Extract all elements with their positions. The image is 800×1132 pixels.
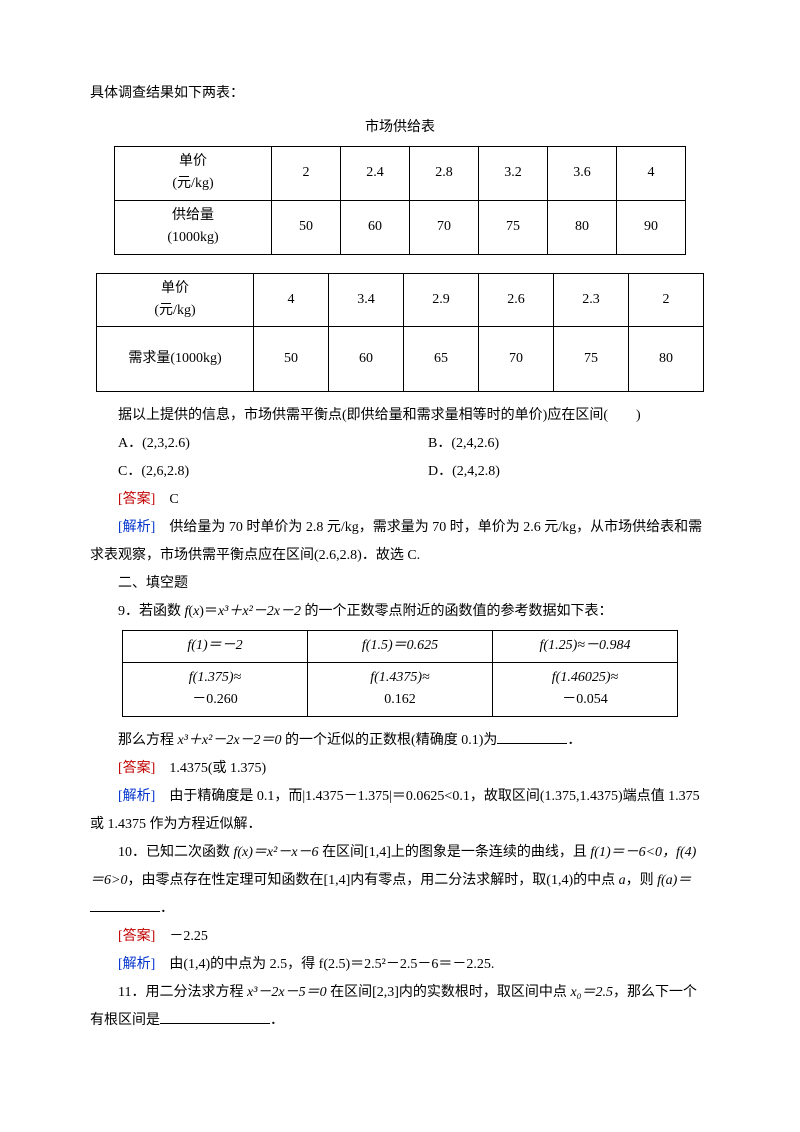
demand-qty-1: 60 [329,327,404,392]
intro-text: 具体调查结果如下两表： [90,80,710,108]
choice-c: C．(2,6,2.8) [90,458,428,486]
demand-qty-2: 65 [404,327,479,392]
demand-price-0: 4 [254,273,329,327]
q11-stem: 11．用二分法求方程 x³－2x－5＝0 在区间[2,3]内的实数根时，取区间中… [90,979,710,1035]
q9-exp-text: 由于精确度是 0.1，而|1.4375－1.375|＝0.0625<0.1，故取… [90,789,700,832]
choices-row-2: C．(2,6,2.8) D．(2,4,2.8) [90,458,710,486]
answer-line: [答案] C [90,486,710,514]
choice-b: B．(2,4,2.6) [428,430,738,458]
supply-qty-2: 70 [410,200,479,254]
answer-value: C [155,492,178,507]
demand-price-3: 2.6 [479,273,554,327]
supply-price-4: 3.6 [548,147,617,201]
q11-f: ． [270,1013,284,1028]
demand-table: 单价(元/kg)43.42.92.62.32需求量(1000kg)5060657… [96,273,704,393]
q10-ans-label: [答案] [118,929,155,944]
q10-g: ，则 [626,873,658,888]
supply-price-1: 2.4 [341,147,410,201]
q9-cell-r1-2: f(1.25)≈－0.984 [493,631,678,662]
q10-a: 10．已知二次函数 [118,845,234,860]
q9-cell-r1-1: f(1.5)＝0.625 [308,631,493,662]
q9-table: f(1)＝－2f(1.5)＝0.625f(1.25)≈－0.984 f(1.375… [122,630,678,716]
explanation-text: 供给量为 70 时单价为 2.8 元/kg，需求量为 70 时，单价为 2.6 … [90,520,702,563]
q11-blank [160,1009,270,1024]
choice-d: D．(2,4,2.8) [428,458,738,486]
q9-answer: [答案] 1.4375(或 1.375) [90,755,710,783]
question-stem: 据以上提供的信息，市场供需平衡点(即供给量和需求量相等时的单价)应在区间( ) [90,402,710,430]
q9-stem: 9．若函数 f(x)＝x³＋x²－2x－2 的一个正数零点附近的函数值的参考数据… [90,598,710,626]
q9-explanation: [解析] 由于精确度是 0.1，而|1.4375－1.375|＝0.0625<0… [90,783,710,839]
q9-ans-val: 1.4375(或 1.375) [155,761,266,776]
q10-explanation: [解析] 由(1,4)的中点为 2.5，得 f(2.5)＝2.5²－2.5－6＝… [90,951,710,979]
supply-table: 单价(元/kg)22.42.83.23.64 供给量(1000kg)5060707… [114,146,686,255]
q9-cell-r1-0: f(1)＝－2 [123,631,308,662]
table1-caption: 市场供给表 [90,114,710,142]
q10-h: f(a)＝ [657,873,691,888]
q9-exp-label: [解析] [118,789,155,804]
q9-tail: 那么方程 x³＋x²－2x－2＝0 的一个近似的正数根(精确度 0.1)为 ． [90,727,710,755]
q9-tail-end: ． [567,733,581,748]
choices-row-1: A．(2,3,2.6) B．(2,4,2.6) [90,430,710,458]
supply-price-2: 2.8 [410,147,479,201]
q9-cell-r2-0: f(1.375)≈－0.260 [123,662,308,716]
q9-blank [497,729,567,744]
q11-c: 在区间[2,3]内的实数根时，取区间中点 [327,985,571,1000]
q9-cell-r2-2: f(1.46025)≈－0.054 [493,662,678,716]
q10-end: ． [160,901,174,916]
q10-b: f(x)＝x²－x－6 [234,845,319,860]
q9-cell-r2-1: f(1.4375)≈0.162 [308,662,493,716]
q10-f: a [619,873,626,888]
q9-tail-poly: x³＋x²－2x－2＝0 [178,733,282,748]
supply-qty-5: 90 [617,200,686,254]
q10-exp-text: 由(1,4)的中点为 2.5，得 f(2.5)＝2.5²－2.5－6＝－2.25… [155,957,494,972]
supply-qty-4: 80 [548,200,617,254]
answer-label: [答案] [118,492,155,507]
q11-b: x³－2x－5＝0 [247,985,327,1000]
supply-qty-3: 75 [479,200,548,254]
q9-eq: )＝ [199,604,218,619]
demand-price-5: 2 [629,273,704,327]
supply-qty-0: 50 [272,200,341,254]
q11-d: x₀＝2.5 [570,985,613,1000]
explanation-start: [解析] 供给量为 70 时单价为 2.8 元/kg，需求量为 70 时，单价为… [90,514,710,570]
supply-price-5: 4 [617,147,686,201]
demand-label-qty: 需求量(1000kg) [97,327,254,392]
q9-tail-post: 的一个近似的正数根(精确度 0.1)为 [282,733,498,748]
supply-label-qty: 供给量(1000kg) [115,200,272,254]
q9-post: 的一个正数零点附近的函数值的参考数据如下表： [301,604,613,619]
supply-price-3: 3.2 [479,147,548,201]
q10-ans-val: －2.25 [155,929,208,944]
demand-qty-3: 70 [479,327,554,392]
supply-price-0: 2 [272,147,341,201]
supply-qty-1: 60 [341,200,410,254]
choice-a: A．(2,3,2.6) [90,430,428,458]
q9-ans-label: [答案] [118,761,155,776]
q10-exp-label: [解析] [118,957,155,972]
q10-c: 在区间[1,4]上的图象是一条连续的曲线，且 [319,845,591,860]
q10-blank [90,897,160,912]
q11-a: 11．用二分法求方程 [118,985,247,1000]
supply-label-price: 单价(元/kg) [115,147,272,201]
q9-tail-pre: 那么方程 [118,733,178,748]
demand-price-2: 2.9 [404,273,479,327]
q10-answer: [答案] －2.25 [90,923,710,951]
q10-stem: 10．已知二次函数 f(x)＝x²－x－6 在区间[1,4]上的图象是一条连续的… [90,839,710,923]
section-2-title: 二、填空题 [90,570,710,598]
demand-qty-4: 75 [554,327,629,392]
demand-qty-0: 50 [254,327,329,392]
demand-qty-5: 80 [629,327,704,392]
demand-price-4: 2.3 [554,273,629,327]
explanation-label: [解析] [118,520,155,535]
q10-e: ，由零点存在性定理可知函数在[1,4]内有零点，用二分法求解时，取(1,4)的中… [127,873,618,888]
q9-poly: x³＋x²－2x－2 [218,604,301,619]
demand-label-price: 单价(元/kg) [97,273,254,327]
demand-price-1: 3.4 [329,273,404,327]
q9-pre: 9．若函数 [118,604,185,619]
